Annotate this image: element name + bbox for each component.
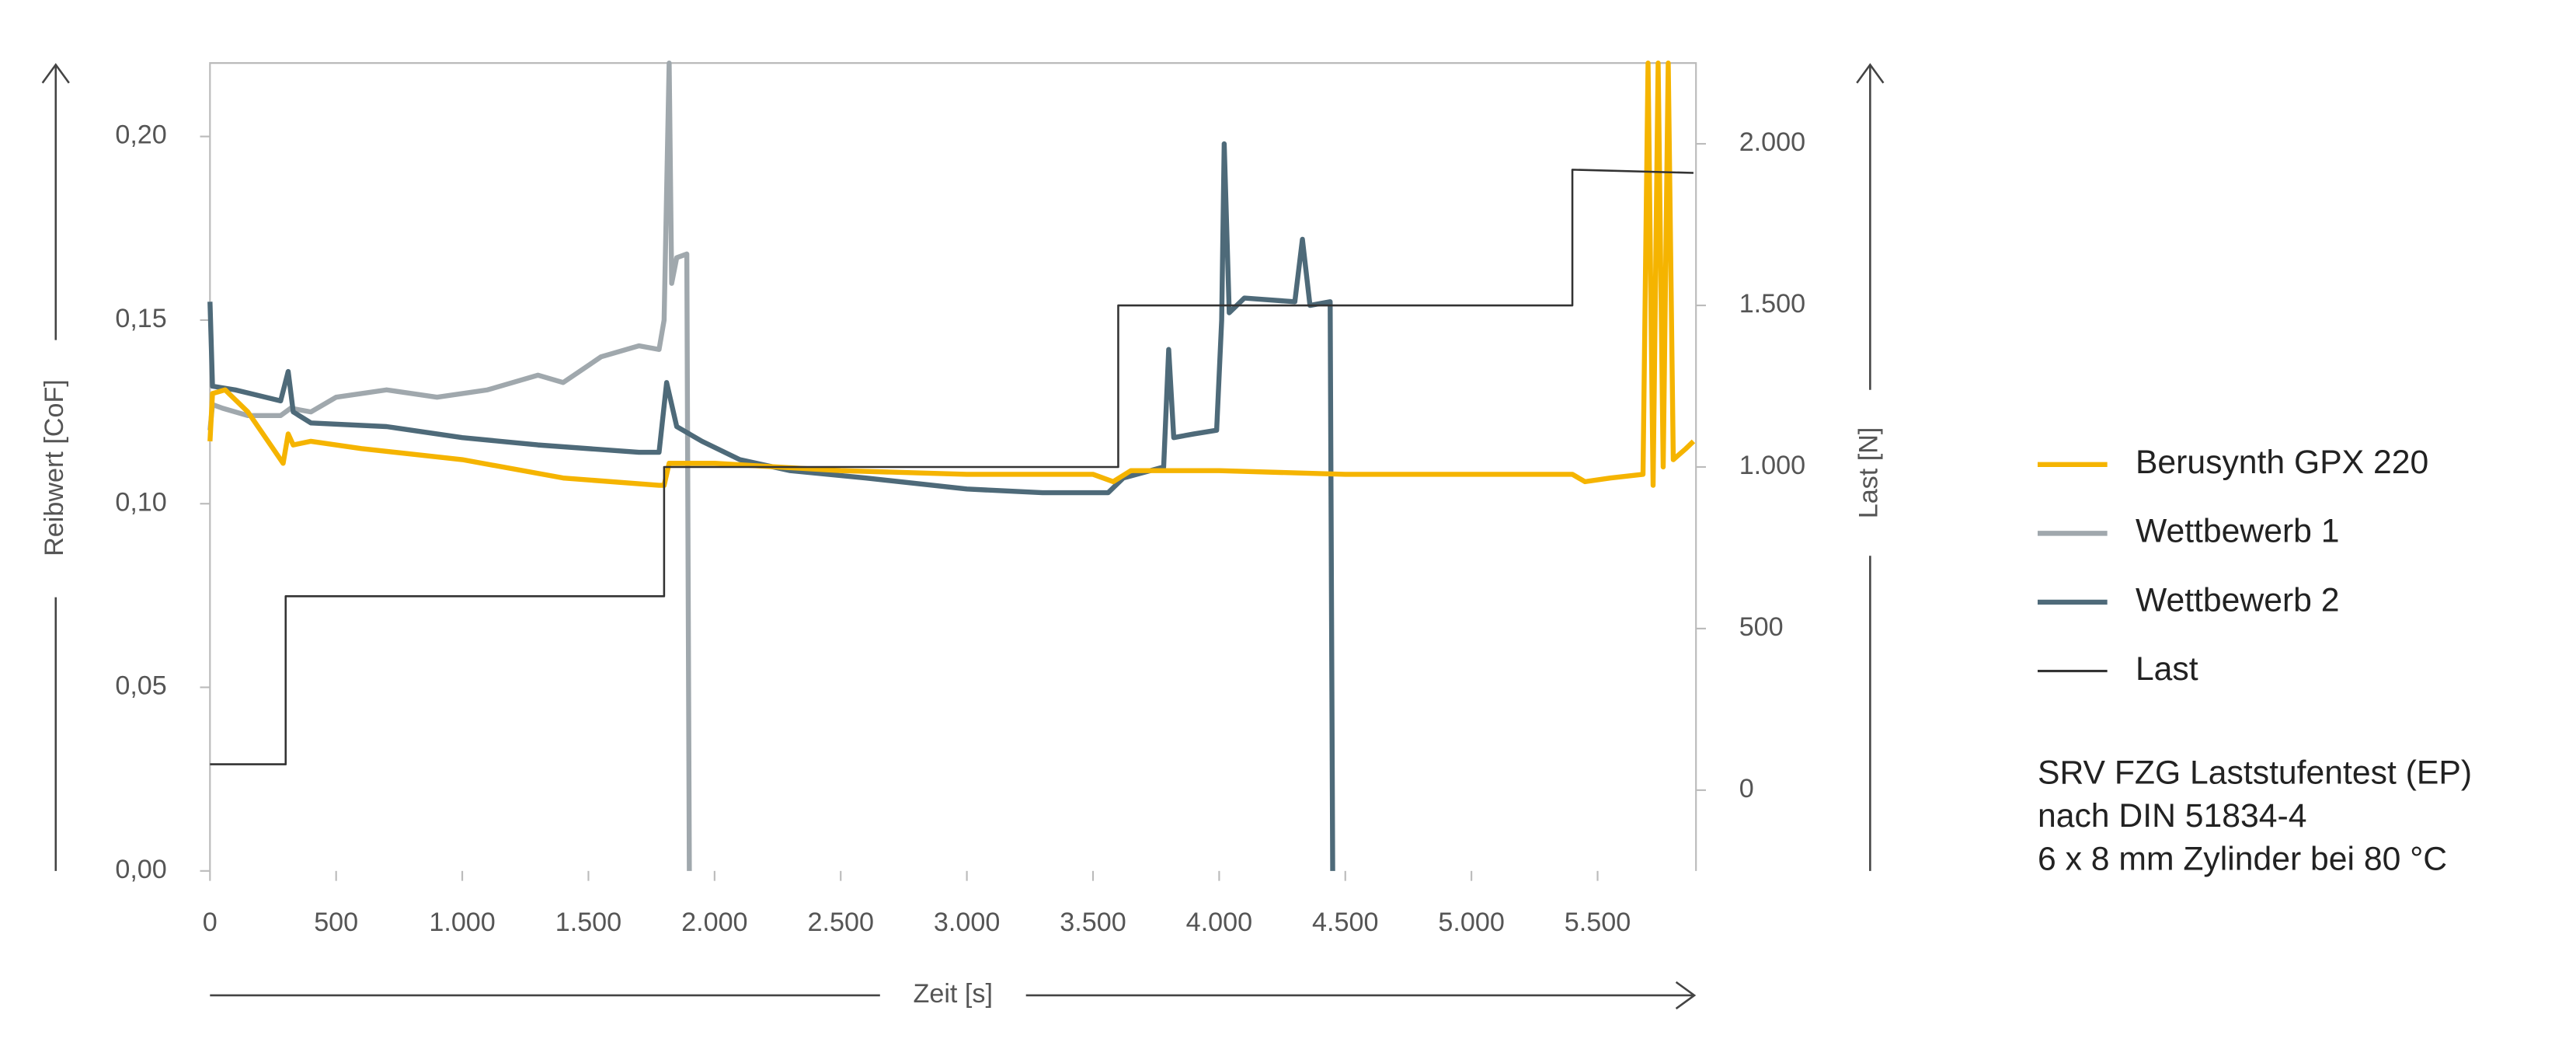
x-tick-label: 1.500 (555, 908, 621, 937)
y-tick-label: 0,05 (115, 671, 166, 701)
y2-tick-label: 0 (1739, 774, 1754, 803)
legend-label: Last (2136, 650, 2198, 688)
legend-label: Wettbewerb 1 (2136, 513, 2340, 550)
axis-arrows (41, 63, 1885, 1010)
x-tick-label: 2.000 (681, 908, 747, 937)
line (210, 169, 1694, 765)
x-tick-label: 1.000 (429, 908, 495, 937)
annotation: SRV FZG Laststufentest (EP) (2038, 754, 2472, 791)
y-tick-label: 0,00 (115, 855, 166, 884)
y-axis-label: Reibwert [CoF] (40, 379, 69, 556)
x-tick-label: 3.000 (934, 908, 1000, 937)
legend-label: Wettbewerb 2 (2136, 581, 2340, 619)
x-tick-label: 3.500 (1060, 908, 1126, 937)
x-tick-label: 5.000 (1438, 908, 1504, 937)
x-axis-label: Zeit [s] (914, 979, 993, 1009)
x-tick-label: 500 (314, 908, 358, 937)
annotation: nach DIN 51834-4 (2038, 797, 2306, 835)
y2-axis-label: Last [N] (1854, 427, 1883, 519)
y2-tick-label: 1.000 (1739, 451, 1805, 480)
y-tick-label: 0,15 (115, 304, 166, 333)
y-tick-label: 0,20 (115, 120, 166, 150)
line (207, 60, 1696, 488)
x-tick-label: 4.500 (1312, 908, 1378, 937)
x-tick-label: 5.500 (1565, 908, 1631, 937)
y2-tick-label: 1.500 (1739, 289, 1805, 319)
x-tick-label: 0 (203, 908, 218, 937)
annotation: 6 x 8 mm Zylinder bei 80 °C (2038, 840, 2447, 877)
y2-tick-label: 500 (1739, 612, 1784, 642)
x-tick-label: 2.500 (808, 908, 874, 937)
legend-label: Berusynth GPX 220 (2136, 444, 2428, 481)
y-tick-label: 0,10 (115, 487, 166, 517)
x-tick-label: 4.000 (1186, 908, 1252, 937)
line (207, 60, 692, 871)
line (207, 141, 1335, 871)
y2-tick-label: 2.000 (1739, 127, 1805, 157)
